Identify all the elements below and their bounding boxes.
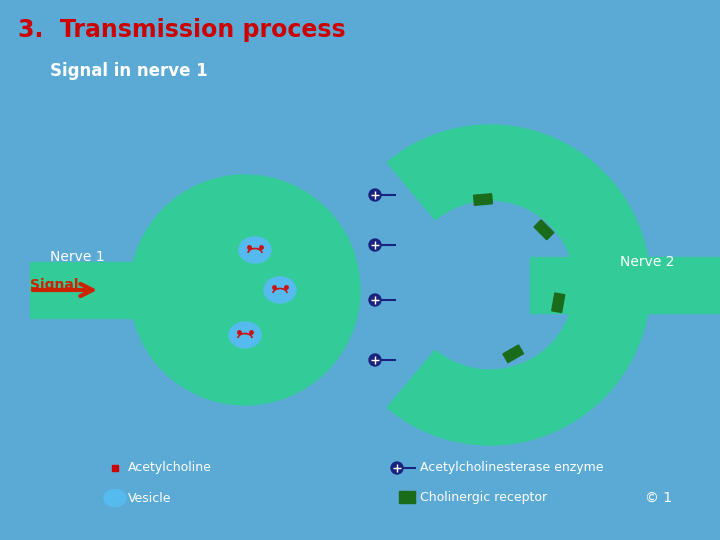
- Ellipse shape: [104, 489, 126, 507]
- Bar: [534, 220, 554, 240]
- Text: Signal in nerve 1: Signal in nerve 1: [50, 62, 208, 80]
- Circle shape: [130, 175, 360, 405]
- Ellipse shape: [264, 277, 296, 303]
- Polygon shape: [387, 125, 650, 445]
- Text: 3.  Transmission process: 3. Transmission process: [18, 18, 346, 42]
- Circle shape: [369, 189, 381, 201]
- Circle shape: [369, 239, 381, 251]
- Text: Nerve 1: Nerve 1: [50, 250, 104, 264]
- Circle shape: [369, 354, 381, 366]
- Text: © 1: © 1: [645, 491, 672, 505]
- Ellipse shape: [229, 322, 261, 348]
- Text: Acetylcholine: Acetylcholine: [128, 462, 212, 475]
- Text: Signal: Signal: [30, 278, 78, 292]
- Text: Acetylcholinesterase enzyme: Acetylcholinesterase enzyme: [420, 462, 603, 475]
- Bar: [30, 262, 245, 318]
- Bar: [530, 257, 720, 313]
- Circle shape: [369, 294, 381, 306]
- Bar: [399, 491, 415, 503]
- Bar: [474, 194, 492, 205]
- Circle shape: [391, 462, 403, 474]
- Bar: [552, 293, 564, 313]
- Text: Cholinergic receptor: Cholinergic receptor: [420, 491, 547, 504]
- Text: Nerve 2: Nerve 2: [620, 255, 675, 269]
- Ellipse shape: [239, 237, 271, 263]
- Text: Vesicle: Vesicle: [128, 491, 171, 504]
- Bar: [503, 345, 523, 363]
